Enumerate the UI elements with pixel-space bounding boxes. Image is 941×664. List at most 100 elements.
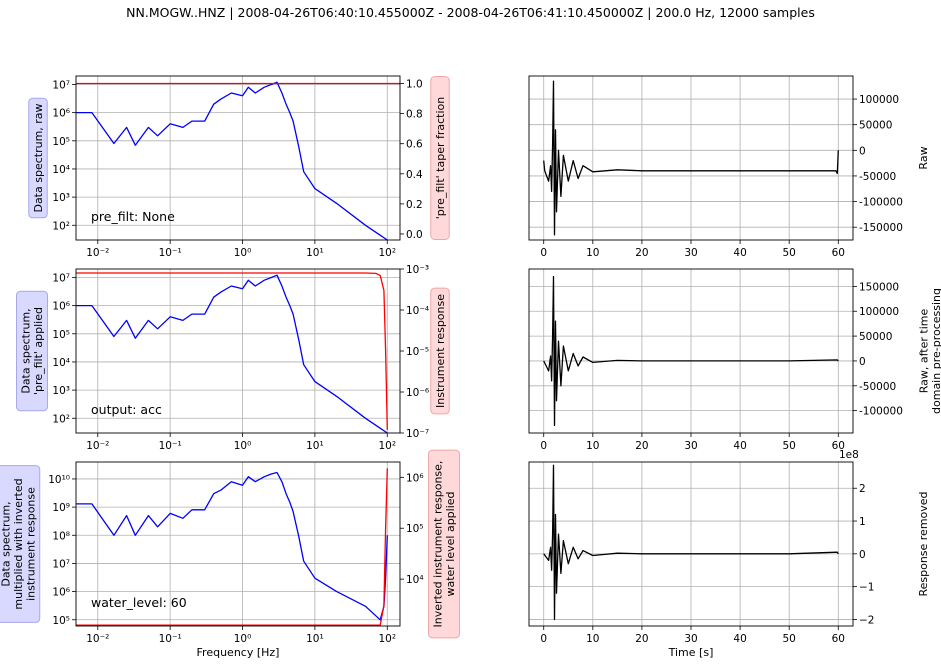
x-tick-label: 40 (733, 247, 746, 259)
ylabel-line: Response removed (917, 491, 930, 596)
ylabel-line: Data spectrum, raw (32, 103, 45, 212)
x-tick-label: 20 (635, 633, 648, 645)
spec1-panel: 10⁻² 10⁻¹ 10⁰ 10¹ 10² 10² 10³ 10⁴ 10⁵ 10⁶ 10⁷ 0.0 0.… (52, 75, 423, 259)
spec2-response-line (76, 272, 388, 430)
y-tick-label: 10⁶ (52, 301, 70, 313)
y2label-line: water level applied (444, 491, 457, 596)
y2-tick-label: 10⁴ (406, 574, 424, 586)
y2-tick-label: 0.2 (406, 199, 423, 211)
trace2-trace-line (543, 275, 839, 427)
y-tick-label: 10⁷ (52, 272, 70, 284)
y-tick-label: 10⁷ (52, 558, 70, 570)
trace2-panel: 0 10 20 30 40 50 60 150000 100000 50000 0 -50000 -10… (528, 268, 903, 452)
x-tick-label: 10¹ (306, 633, 324, 645)
y2label-box (430, 287, 450, 415)
axes-frame (528, 461, 854, 627)
x-tick-label: 20 (635, 440, 648, 452)
y-tick-label: 50000 (859, 120, 892, 132)
spec3-panel: 10⁻² 10⁻¹ 10⁰ 10¹ 10² 10⁵ 10⁶ 10⁷ 10⁸ 10⁹ 10¹⁰ 10⁴ 1… (48, 461, 424, 659)
x-tick-label: 10¹ (306, 247, 324, 259)
y2-tick-label: 10⁻⁴ (406, 305, 429, 317)
y-tick-label: 10³ (52, 385, 70, 397)
ylabel-line: instrument response (24, 487, 37, 601)
y-tick-label: 10⁴ (52, 357, 70, 369)
y2label-box (430, 76, 450, 240)
x-tick-label: 10⁻² (86, 440, 109, 452)
ylabel-line: Raw, after time (918, 309, 931, 394)
y-tick-label: 2 (859, 483, 866, 495)
ylabel-line: 'pre_filt' applied (32, 307, 45, 395)
x-tick-label: 30 (684, 247, 697, 259)
y-tick-label: -150000 (859, 222, 903, 234)
ylabel-group: Response removed (917, 491, 930, 596)
trace2-series-group (543, 275, 839, 427)
ylabel-line: Raw (917, 146, 930, 169)
y2-tick-label: 0.0 (406, 229, 423, 241)
y2label-group: Instrument response (430, 287, 450, 415)
ylabel-box (28, 97, 48, 219)
x-tick-label: 40 (733, 633, 746, 645)
y2-tick-label: 1.0 (406, 79, 423, 91)
axes-frame (528, 75, 854, 241)
trace1-trace-line (543, 80, 839, 236)
x-tick-label: 50 (782, 440, 795, 452)
y-tick-label: -100000 (859, 406, 903, 418)
y-tick-label: 1 (859, 516, 866, 528)
y-tick-label: 10⁷ (52, 79, 70, 91)
axes-frame (528, 268, 854, 434)
ylabel-line: Data spectrum, (20, 308, 33, 393)
trace1-panel: 0 10 20 30 40 50 60 100000 50000 0 -50000 -100000 -1… (528, 75, 903, 259)
y-tick-label: -50000 (859, 171, 896, 183)
y2-tick-label: 10⁻⁵ (406, 346, 429, 358)
trace3-trace-line (543, 464, 839, 621)
y2-tick-label: 0.4 (406, 169, 423, 181)
figure-title: NN.MOGW..HNZ | 2008-04-26T06:40:10.45500… (126, 5, 815, 20)
spec2-panel: 10⁻² 10⁻¹ 10⁰ 10¹ 10² 10² 10³ 10⁴ 10⁵ 10⁶ 10⁷ 10⁻⁷ 1… (52, 264, 429, 452)
x-tick-label: 10⁻¹ (159, 247, 182, 259)
x-tick-label: 10 (586, 247, 599, 259)
trace1-series-group (543, 80, 839, 236)
y-tick-label: 10⁵ (52, 615, 70, 627)
y2-tick-label: 10⁻³ (406, 264, 429, 276)
y-tick-label: 100000 (859, 306, 899, 318)
x-tick-label: 60 (832, 633, 845, 645)
y-tick-label: 10² (52, 413, 70, 425)
y2-tick-label: 10⁻⁶ (406, 387, 429, 399)
ylabel-line: domain pre-processing (930, 288, 941, 414)
x-tick-label: 0 (540, 247, 547, 259)
x-tick-label: 10⁻² (86, 633, 109, 645)
spec1-spectrum-line (76, 81, 388, 240)
y-tick-label: 10⁶ (52, 587, 70, 599)
x-tick-label: 0 (540, 440, 547, 452)
panel-annotation: water_level: 60 (91, 595, 187, 610)
x-tick-label: 20 (635, 247, 648, 259)
y-tick-label: 0 (859, 549, 866, 561)
x-tick-label: 10⁰ (234, 440, 252, 452)
spec2-spectrum-line (76, 274, 388, 433)
y-tick-label: −2 (859, 614, 874, 626)
axes-frame (75, 268, 401, 434)
offset-text: 1e8 (839, 449, 859, 461)
y2label-box (428, 449, 460, 639)
y2label-line: Instrument response (434, 294, 447, 408)
ylabel-line: multiplied with inverted (12, 478, 25, 609)
spec3-series-group (76, 468, 388, 626)
y2-tick-label: 0.8 (406, 109, 423, 121)
y2-tick-label: 0.6 (406, 139, 423, 151)
axes-frame (75, 75, 401, 241)
x-tick-label: 60 (832, 247, 845, 259)
x-tick-label: 10⁻¹ (159, 440, 182, 452)
y2label-line: 'pre_filt' taper fraction (434, 97, 447, 219)
y-tick-label: 0 (859, 145, 866, 157)
x-tick-label: 10¹ (306, 440, 324, 452)
x-tick-label: 50 (782, 247, 795, 259)
x-tick-label: 10⁰ (234, 247, 252, 259)
x-tick-label: 10 (586, 633, 599, 645)
x-tick-label: 10² (378, 247, 396, 259)
ylabel-group: Raw (917, 146, 930, 169)
spec1-series-group (76, 81, 400, 240)
y-tick-label: 50000 (859, 331, 892, 343)
x-tick-label: 10⁻² (86, 247, 109, 259)
xlabel: Time [s] (668, 646, 714, 659)
